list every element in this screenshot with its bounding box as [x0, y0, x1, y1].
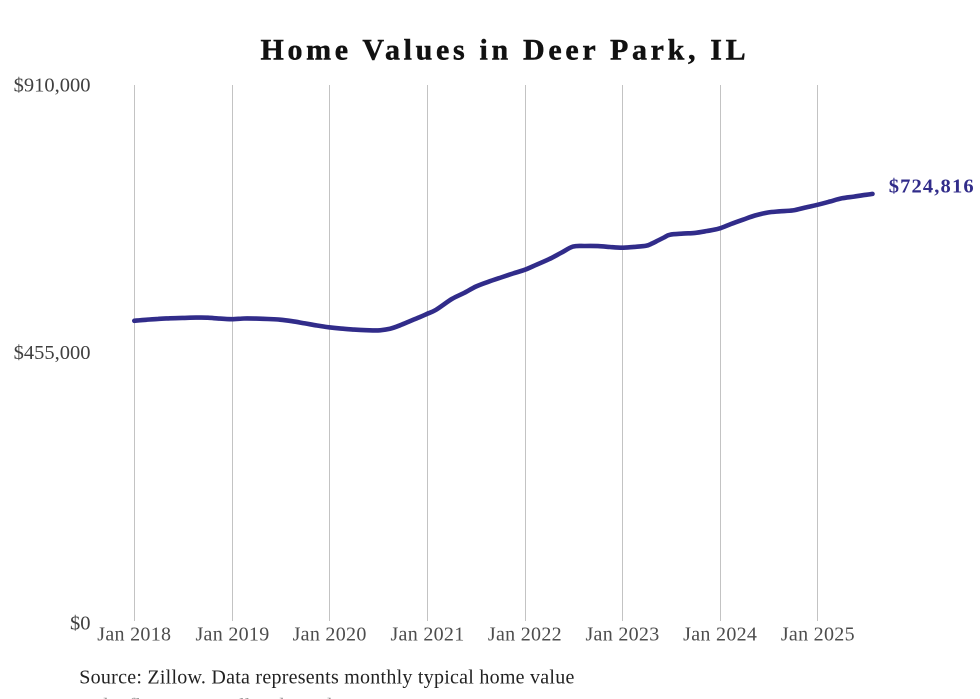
svg-text:Jan 2018: Jan 2018	[97, 624, 171, 646]
svg-text:Jan 2020: Jan 2020	[293, 624, 367, 646]
svg-text:Jan 2023: Jan 2023	[585, 624, 659, 646]
svg-text:Jan 2024: Jan 2024	[683, 624, 757, 646]
svg-text:$455,000: $455,000	[14, 342, 91, 364]
svg-text:Home Values in Deer Park, IL: Home Values in Deer Park, IL	[260, 33, 749, 66]
svg-text:$910,000: $910,000	[14, 74, 91, 96]
svg-text:Jan 2019: Jan 2019	[195, 624, 269, 646]
svg-text:Jan 2022: Jan 2022	[488, 624, 562, 646]
svg-text:$0: $0	[70, 612, 91, 634]
svg-text:and reflects seasonally adjust: and reflects seasonally adjusted estimat…	[79, 695, 411, 699]
svg-text:$724,816: $724,816	[889, 175, 975, 197]
svg-text:Source: Zillow. Data represent: Source: Zillow. Data represents monthly …	[79, 667, 574, 689]
svg-text:Jan 2025: Jan 2025	[781, 624, 855, 646]
svg-text:Jan 2021: Jan 2021	[390, 624, 464, 646]
